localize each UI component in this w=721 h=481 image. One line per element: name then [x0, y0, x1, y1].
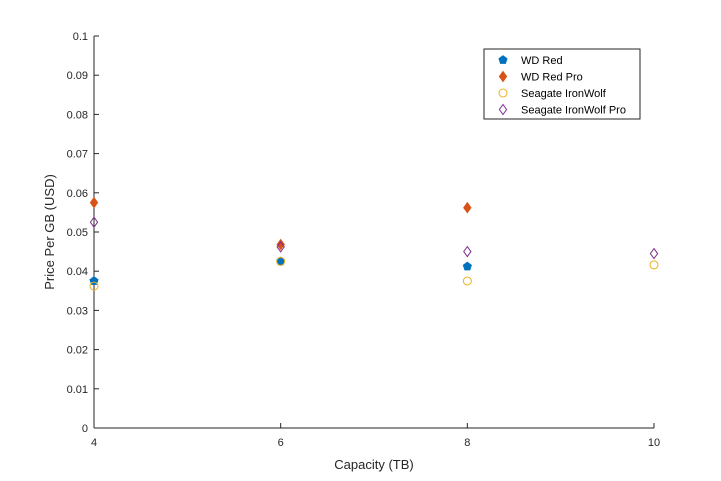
x-tick-label: 8 [464, 437, 470, 449]
legend-entry-label: WD Red [521, 55, 563, 67]
data-point-series-2 [276, 256, 286, 266]
legend-marker [498, 55, 508, 64]
y-tick-label: 0 [82, 423, 88, 435]
legend-marker [498, 88, 508, 98]
y-axis-ticks: 0 0.01 0.02 0.03 0.04 0.05 0.06 0.07 0.08 0.09 0.1 [67, 31, 99, 435]
y-tick-label: 0.07 [67, 149, 88, 161]
x-axis-label: Capacity (TB) [334, 457, 413, 472]
legend-marker [498, 103, 508, 116]
data-points [89, 196, 659, 291]
data-point-series-2 [89, 281, 99, 291]
data-point-series-0 [462, 261, 472, 271]
legend-entry-label: WD Red Pro [521, 72, 583, 84]
y-tick-label: 0.05 [67, 227, 88, 239]
data-point-series-3 [276, 241, 285, 253]
legend-marker [498, 70, 508, 83]
y-tick-label: 0.08 [67, 109, 88, 121]
y-tick-label: 0.06 [67, 188, 88, 200]
data-point-series-3 [463, 245, 472, 258]
data-point-series-1 [89, 196, 99, 209]
data-point-series-1 [463, 201, 472, 214]
y-tick-label: 0.1 [73, 31, 88, 43]
x-axis-ticks: 4 6 8 10 [91, 423, 660, 449]
y-tick-label: 0.01 [67, 384, 88, 396]
legend-entry-label: Seagate IronWolf [521, 88, 607, 100]
x-tick-label: 10 [648, 437, 660, 449]
data-point-series-3 [649, 247, 659, 260]
x-tick-label: 6 [278, 437, 284, 449]
x-tick-label: 4 [91, 437, 97, 449]
legend-box [483, 48, 641, 120]
y-tick-label: 0.09 [67, 70, 88, 82]
y-tick-label: 0.03 [67, 305, 88, 317]
legend: WD Red WD Red Pro Seagate IronWolf Seagate … [483, 48, 641, 120]
y-axis-label: Price Per GB (USD) [42, 174, 57, 290]
data-point-series-2 [649, 260, 659, 270]
y-tick-label: 0.02 [67, 345, 88, 357]
data-point-series-1 [276, 238, 285, 251]
y-tick-label: 0.04 [67, 266, 88, 278]
data-point-series-2 [462, 276, 472, 286]
data-point-series-3 [89, 216, 99, 229]
legend-entry-label: Seagate IronWolf Pro [521, 105, 626, 117]
